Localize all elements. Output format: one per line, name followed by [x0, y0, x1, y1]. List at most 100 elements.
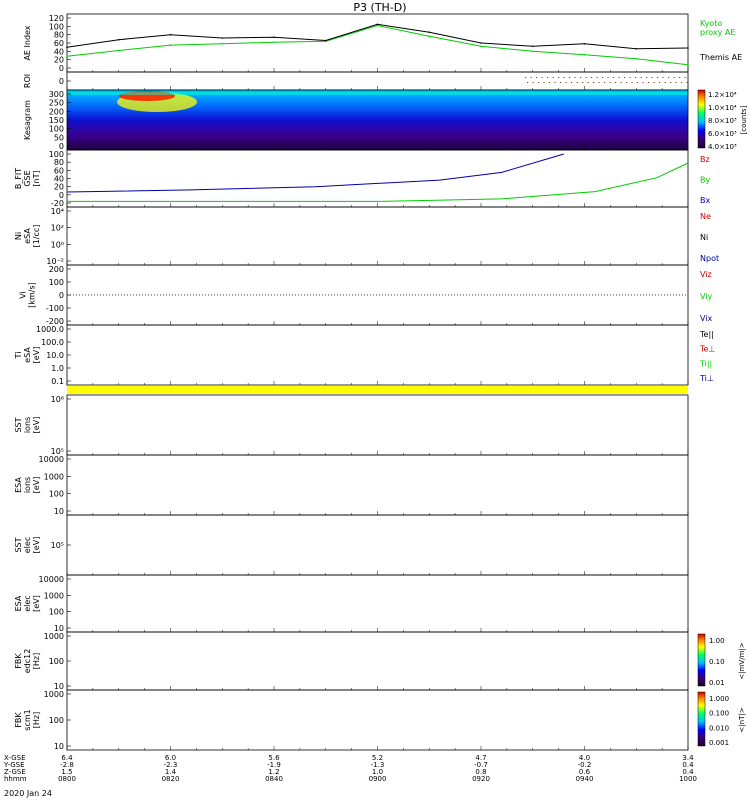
esa-elec-ytick: 10 [54, 624, 64, 633]
ae-index-ytick: 80 [54, 31, 64, 40]
roi-mark [536, 77, 538, 78]
velocity-legend-viz: Viz [700, 270, 712, 279]
kesagram-ytick: 200 [49, 107, 64, 116]
velocity-ytick: 0 [59, 291, 64, 300]
esa-ion-ytick: 10 [54, 507, 64, 516]
b-field-legend-bz: Bz [700, 155, 710, 164]
ae-point [66, 55, 68, 58]
esa-elec-ytick: 10000 [39, 575, 64, 584]
roi-mark [576, 82, 578, 83]
ae-point [428, 31, 431, 33]
ae-point [376, 24, 379, 27]
xaxis-tick-z: 1.4 [165, 768, 177, 776]
kesagram-colorbar [697, 89, 706, 149]
panel-esa-ion: 10000 1000 100 10 ESAions[eV] [14, 454, 689, 516]
ae-legend-kyoto-2: proxy AE [700, 28, 735, 37]
ae-point [221, 43, 224, 45]
panel-flag-bar [67, 386, 688, 394]
xaxis-tick-hhmm: 0840 [265, 775, 283, 783]
xaxis-tick-x: 6.4 [61, 754, 73, 762]
fbk-edc-colorbar [697, 633, 706, 687]
density-ytick: 10⁰ [51, 240, 64, 249]
roi-mark [679, 77, 681, 78]
panel-roi: 0 ROI [23, 71, 689, 91]
density-ytick: 10⁻² [46, 257, 64, 266]
esa-elec-ytick: 1000 [44, 591, 64, 600]
xaxis-row-label: Y-GSE [3, 761, 25, 769]
ae-index-ytick: 120 [49, 14, 64, 23]
fbk-scm-colorbar-tick: 0.001 [709, 739, 729, 747]
roi-mark [635, 77, 637, 78]
panel-fbk-edc: 1.00 0.10 0.01 <|mV/m|> 1000 100 10 FBKedc12[Hz… [14, 631, 746, 691]
roi-mark [681, 82, 683, 83]
roi-mark [558, 77, 560, 78]
ae-point [221, 37, 224, 39]
roi-mark [532, 82, 534, 83]
fbk-edc-ylabel: FBKedc12[Hz] [14, 649, 41, 674]
roi-mark [631, 82, 633, 83]
b-field-legend-by: By [700, 176, 710, 185]
b-field-ytick: 0 [59, 191, 64, 200]
roi-mark [569, 77, 571, 78]
b-field-ytick: 80 [54, 158, 64, 167]
fbk-scm-ytick: 1000 [44, 690, 64, 699]
kesagram-ytick: 0 [59, 142, 64, 151]
panel-velocity: 200 100 0 -100 -200 Vi[km/s] Viz Viy Vix [19, 264, 713, 326]
panel-fbk-scm: 1.000 0.100 0.010 0.001 <|nT|> 1000 100 10 FBKsc… [14, 689, 746, 751]
esa-elec-ylabel: ESAelec[eV] [14, 595, 41, 612]
ae-index-ytick: 20 [54, 56, 64, 65]
roi-mark [571, 82, 573, 83]
roi-mark [602, 77, 604, 78]
ae-point [376, 23, 379, 26]
xaxis-tick-x: 4.0 [579, 754, 590, 762]
b-field-line-bx [66, 153, 564, 193]
density-ytick: 10⁴ [51, 207, 64, 216]
xaxis-tick-hhmm: 0820 [162, 775, 180, 783]
ae-point [273, 41, 275, 43]
b-field-frame [66, 149, 689, 208]
xaxis-tick-x: 5.2 [372, 754, 383, 762]
ae-point [117, 49, 120, 52]
sst-ion-ytick: 10⁶ [51, 395, 64, 404]
roi-mark [582, 82, 584, 83]
roi-mark [657, 77, 659, 78]
roi-mark [547, 77, 549, 78]
kesagram-ytick: 100 [49, 125, 64, 134]
xaxis-tick-y: -1.3 [371, 761, 385, 769]
density-ylabel: NieSA[1/cc] [14, 225, 41, 248]
temperature-ytick: 10.0 [46, 351, 64, 360]
ae-index-frame [66, 13, 689, 73]
temperature-ylabel: TieSA[eV] [14, 347, 41, 364]
xaxis-tick-hhmm: 0800 [58, 775, 76, 783]
density-ytick: 10² [51, 224, 64, 233]
density-legend-ni: Ni [700, 233, 708, 242]
roi-mark [538, 82, 540, 83]
roi-mark [613, 77, 615, 78]
roi-mark [563, 77, 565, 78]
ae-point [583, 43, 586, 45]
roi-mark [673, 77, 675, 78]
roi-mark [629, 77, 631, 78]
fbk-scm-ytick: 10 [54, 742, 64, 751]
fbk-scm-colorbar-tick: 0.100 [709, 710, 729, 718]
sst-ion-ylabel: SSTions[eV] [14, 417, 41, 434]
panel-sst-ion: 10⁶ 10⁵ SSTions[eV] [14, 394, 689, 456]
fbk-edc-colorbar-tick: 0.01 [709, 679, 725, 687]
b-field-ytick: 60 [54, 166, 64, 175]
ae-legend-kyoto: Kyoto [700, 19, 722, 28]
panel-kesagram: 1.2×10⁴ 1.0×10⁴ 8.0×10³ 6.0×10³ 4.0×10³ [coun… [23, 89, 748, 151]
xaxis-tick-z: 0.6 [579, 768, 591, 776]
fbk-scm-frame [66, 689, 689, 751]
xaxis-tick-y: 0.4 [682, 761, 694, 769]
xaxis-tick-z: 0.8 [475, 768, 486, 776]
xaxis-row-label: hhmm [4, 775, 27, 783]
fbk-scm-colorbar-label: <|nT|> [738, 707, 746, 732]
fbk-scm-colorbar-tick: 1.000 [709, 695, 729, 703]
ae-index-ytick: 100 [49, 22, 64, 31]
esa-ion-frame [66, 454, 689, 516]
b-field-ytick: 20 [54, 183, 64, 192]
ae-point [324, 39, 327, 42]
roi-mark [637, 82, 639, 83]
esa-ion-ytick: 10000 [39, 455, 64, 464]
